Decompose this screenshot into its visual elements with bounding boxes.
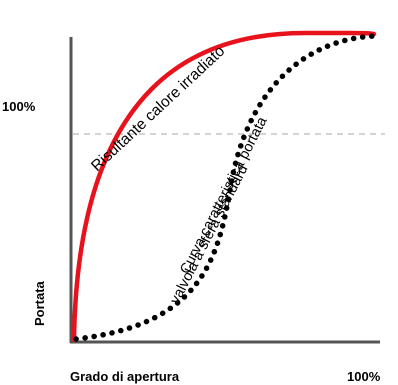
valve-flow-curve-label-2: valvola a sfera standard [167, 162, 251, 306]
valve-flow-curve [73, 33, 377, 342]
y-axis-100-label: 100% [2, 99, 36, 114]
heat-output-curve-label: Risultante calore irradiato [88, 43, 228, 175]
y-axis-title: Portata [32, 280, 47, 326]
x-axis-100-label: 100% [347, 369, 381, 384]
x-axis-title: Grado di apertura [70, 369, 180, 384]
heat-output-curve [71, 30, 377, 343]
